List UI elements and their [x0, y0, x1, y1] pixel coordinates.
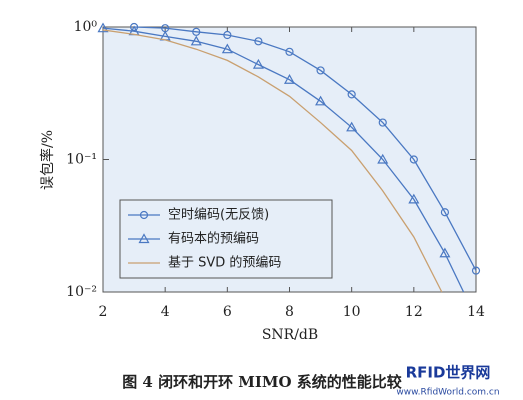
x-tick-label: 4 [161, 304, 170, 320]
marker [408, 193, 420, 204]
x-tick-label: 2 [99, 304, 108, 320]
series-line [102, 29, 443, 293]
x-tick-label: 8 [285, 304, 294, 320]
marker [129, 22, 139, 32]
series-line [134, 26, 477, 271]
marker [316, 66, 325, 75]
legend-marker [139, 210, 149, 220]
y-tick-label: 10⁻¹ [66, 152, 97, 168]
marker [285, 47, 294, 56]
legend-label: 基于 SVD 的预编码 [168, 255, 281, 271]
marker [254, 37, 263, 46]
watermark-url: www.RfidWorld.com.cn [396, 388, 499, 398]
marker [192, 27, 201, 36]
y-tick-label: 10⁰ [74, 19, 98, 35]
marker [439, 247, 451, 258]
x-tick-label: 14 [467, 304, 485, 320]
x-tick-label: 12 [405, 304, 423, 320]
legend-label: 空时编码(无反馈) [168, 208, 269, 223]
marker [471, 266, 481, 275]
caption: 图 4 闭环和开环 MIMO 系统的性能比较 [122, 373, 402, 391]
marker [440, 208, 450, 217]
watermark: RFID世界网 [406, 364, 491, 382]
marker [223, 30, 232, 40]
y-axis-label: 误包率/% [39, 130, 56, 190]
marker [97, 22, 109, 33]
marker [221, 43, 233, 54]
x-axis-label: SNR/dB [262, 327, 318, 343]
marker [377, 153, 389, 164]
marker [409, 155, 418, 164]
marker [252, 58, 264, 69]
marker [315, 95, 327, 106]
x-tick-label: 6 [223, 304, 232, 320]
legend-marker [138, 233, 150, 244]
y-tick-label: 10⁻² [66, 284, 97, 300]
marker [378, 118, 387, 127]
legend-label: 有码本的预编码 [168, 231, 259, 247]
x-tick-label: 10 [343, 304, 361, 320]
marker [346, 121, 358, 132]
marker [190, 35, 202, 46]
marker [283, 74, 296, 84]
series-line [102, 27, 465, 293]
marker [347, 90, 356, 99]
